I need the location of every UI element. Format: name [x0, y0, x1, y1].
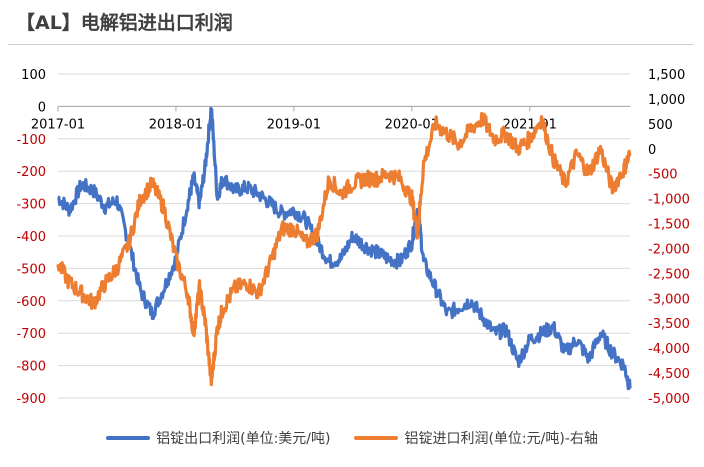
x-tick-label: 2019-01: [267, 117, 321, 132]
gridlines: [58, 73, 630, 399]
y-right-tick-label: -500: [648, 168, 678, 183]
legend: 铝锭出口利润(单位:美元/吨) 铝锭进口利润(单位:元/吨)-右轴: [0, 428, 704, 448]
y-left-tick-label: -300: [16, 198, 46, 213]
y-left-tick-label: -500: [16, 262, 46, 277]
y-right-tick-label: -2,000: [648, 242, 690, 257]
y-right-tick-label: -4,000: [648, 342, 690, 357]
x-tick-label: 2017-01: [31, 117, 85, 132]
legend-swatch-orange: [354, 436, 399, 440]
legend-swatch-blue: [106, 436, 151, 440]
y-right-tick-label: -3,000: [648, 292, 690, 307]
y-right-tick-label: 1,000: [648, 93, 685, 108]
y-right-tick-label: 1,500: [648, 68, 685, 83]
y-right-tick-label: -4,500: [648, 367, 690, 382]
y-left-tick-label: -100: [16, 133, 46, 148]
x-tick-label: 2020-01: [385, 117, 439, 132]
y-left-tick-label: -900: [16, 392, 46, 407]
y-right-tick-label: -2,500: [648, 267, 690, 282]
y-right-tick-label: -5,000: [648, 392, 690, 407]
y-right-tick-label: 500: [648, 118, 673, 133]
title-divider: [8, 44, 694, 45]
y-right-tick-label: -1,000: [648, 193, 690, 208]
y-left-tick-label: 100: [21, 68, 46, 83]
legend-item-import[interactable]: 铝锭进口利润(单位:元/吨)-右轴: [354, 428, 598, 448]
series-line-import-profit: [56, 111, 632, 387]
x-tick-label: 2018-01: [149, 117, 203, 132]
y-right-tick-label: -3,500: [648, 317, 690, 332]
series-lines: [56, 106, 632, 391]
y-right-tick-label: -1,500: [648, 218, 690, 233]
chart-title: 【AL】电解铝进出口利润: [16, 12, 233, 34]
y-right-tick-label: 0: [648, 143, 656, 158]
legend-label-import: 铝锭进口利润(单位:元/吨)-右轴: [404, 431, 598, 447]
legend-label-export: 铝锭出口利润(单位:美元/吨): [156, 431, 331, 447]
y-left-tick-label: -700: [16, 327, 46, 342]
series-line-export-profit: [57, 106, 632, 391]
legend-item-export[interactable]: 铝锭出口利润(单位:美元/吨): [106, 428, 330, 448]
right-y-axis: 1,500 1,000 500 0 -500 -1,000 -1,500 -2,000 -2,5…: [648, 68, 690, 407]
y-left-tick-label: -200: [16, 165, 46, 180]
y-left-tick-label: -400: [16, 230, 46, 245]
y-left-tick-label: -600: [16, 295, 46, 310]
y-left-tick-label: 0: [38, 100, 46, 115]
y-left-tick-label: -800: [16, 360, 46, 375]
x-axis: 2017-01 2018-01 2019-01 2020-01 2021-01: [31, 105, 630, 132]
left-y-axis: 100 0 -100 -200 -300 -400 -500 -600 -700 -800 -900: [16, 68, 46, 407]
x-tick-label: 2021-01: [503, 117, 557, 132]
